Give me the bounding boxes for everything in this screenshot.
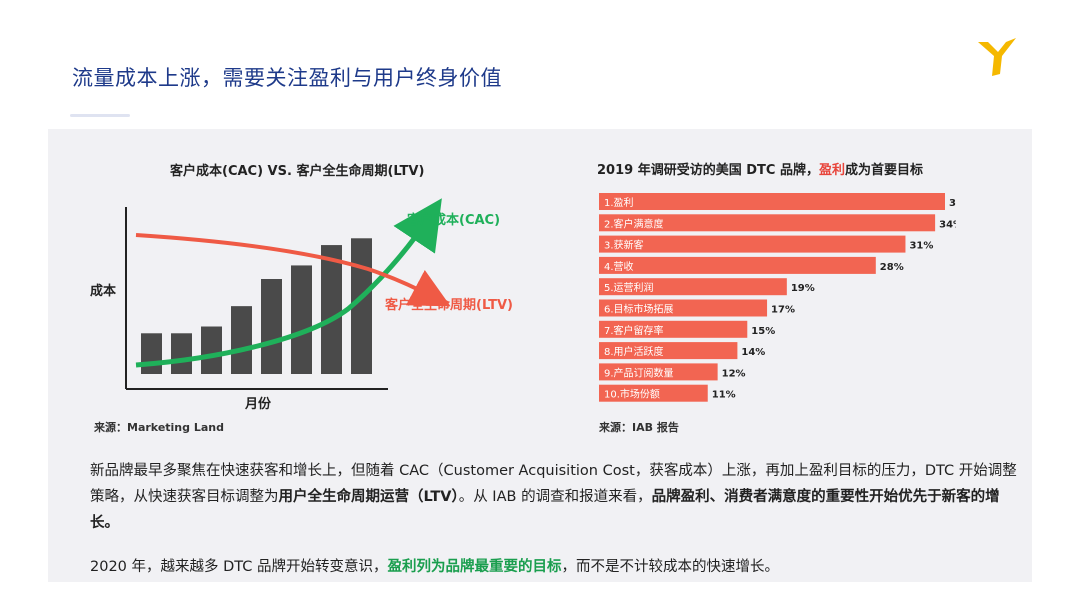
dtc-goals-chart: 1.盈利 35% 2.客户满意度 34% 3.获新客 31% 4.营收 28% 5.运营利润 19… (599, 193, 956, 402)
para2-text-a: 2020 年，越来越多 DTC 品牌开始转变意识， (90, 559, 388, 575)
goal-bar-label: 2.客户满意度 (604, 217, 664, 230)
cac-bar (351, 238, 372, 374)
cac-bar (261, 279, 282, 374)
goal-bar-value: 35% (949, 198, 956, 209)
page-title: 流量成本上涨，需要关注盈利与用户终身价值 (72, 66, 502, 90)
para1-bold-b: 品牌盈利、消费者满意度的重要性开始优先于新客的增长。 (90, 489, 1000, 531)
goal-bar (599, 363, 718, 381)
y-axis-label: 成本 (90, 284, 117, 299)
cac-curve (135, 198, 442, 368)
cac-bar (171, 333, 192, 374)
para1-text-a: 新品牌最早多聚焦在快速获客和增长上，但随着 CAC（Customer Acqui… (90, 463, 1017, 505)
goal-bar-value: 31% (909, 241, 933, 252)
para1-text-b: 。从 IAB 的调查和报道来看， (458, 489, 652, 505)
goal-bar-value: 12% (722, 368, 746, 379)
cac-ltv-chart (125, 198, 451, 390)
right-source: 来源：IAB 报告 (599, 421, 679, 434)
cac-bar (291, 265, 312, 374)
goal-bar-label: 1.盈利 (604, 197, 634, 209)
goal-bar-label: 9.产品订阅数量 (604, 366, 674, 379)
goal-bar-value: 17% (771, 305, 795, 316)
content-panel: 客户成本(CAC) VS. 客户全生命周期(LTV) 客户成本(CAC) 客户全… (48, 129, 1032, 582)
goal-bar-label: 8.用户活跃度 (604, 345, 664, 358)
goal-bar-value: 14% (741, 347, 765, 358)
left-chart-title: 客户成本(CAC) VS. 客户全生命周期(LTV) (170, 164, 425, 179)
cac-bar (231, 306, 252, 374)
goal-bar-label: 3.获新客 (604, 239, 644, 252)
paragraph-2: 2020 年，越来越多 DTC 品牌开始转变意识，盈利列为品牌最重要的目标，而不… (90, 554, 1020, 580)
goal-bar-value: 28% (880, 262, 904, 273)
goal-bar (599, 384, 708, 402)
right-chart-title: 2019 年调研受访的美国 DTC 品牌，盈利成为首要目标 (597, 159, 923, 178)
goal-bar-label: 4.营收 (604, 260, 634, 273)
para2-text-b: ，而不是不计较成本的快速增长。 (561, 559, 780, 575)
goal-bar-label: 7.客户留存率 (604, 324, 664, 337)
right-title-highlight: 盈利 (818, 163, 845, 178)
x-axis-label: 月份 (245, 397, 272, 412)
title-underline (70, 114, 130, 117)
goal-bar-value: 19% (791, 283, 815, 294)
goal-bar (599, 299, 768, 317)
right-title-post: 成为首要目标 (844, 163, 923, 178)
goal-bar (599, 342, 738, 360)
goal-bar (599, 320, 748, 338)
para1-bold-a: 用户全生命周期运营（LTV） (278, 489, 459, 505)
cac-bar (201, 326, 222, 374)
goal-bar (599, 256, 876, 274)
goal-bar (599, 214, 936, 232)
goal-bar (599, 278, 787, 296)
goal-bar-value: 34% (939, 219, 956, 230)
left-source: 来源：Marketing Land (94, 421, 224, 434)
cac-bar (321, 245, 342, 374)
brand-logo-icon (978, 38, 1016, 76)
goal-bar-label: 10.市场份额 (604, 388, 660, 401)
cac-bar (141, 333, 162, 374)
cac-label: 客户成本(CAC) (407, 213, 501, 228)
goal-bar (599, 193, 945, 210)
goal-bar-label: 6.目标市场拓展 (604, 303, 674, 316)
ltv-curve (135, 233, 451, 307)
goal-bar (599, 235, 906, 253)
goal-bar-label: 5.运营利润 (604, 281, 654, 294)
goal-bar-value: 11% (712, 390, 736, 401)
para2-green: 盈利列为品牌最重要的目标 (387, 559, 562, 575)
ltv-label: 客户全生命周期(LTV) (385, 298, 513, 313)
right-title-pre: 2019 年调研受访的美国 DTC 品牌， (597, 163, 819, 178)
goal-bar-value: 15% (751, 326, 775, 337)
paragraph-1: 新品牌最早多聚焦在快速获客和增长上，但随着 CAC（Customer Acqui… (90, 458, 1020, 536)
